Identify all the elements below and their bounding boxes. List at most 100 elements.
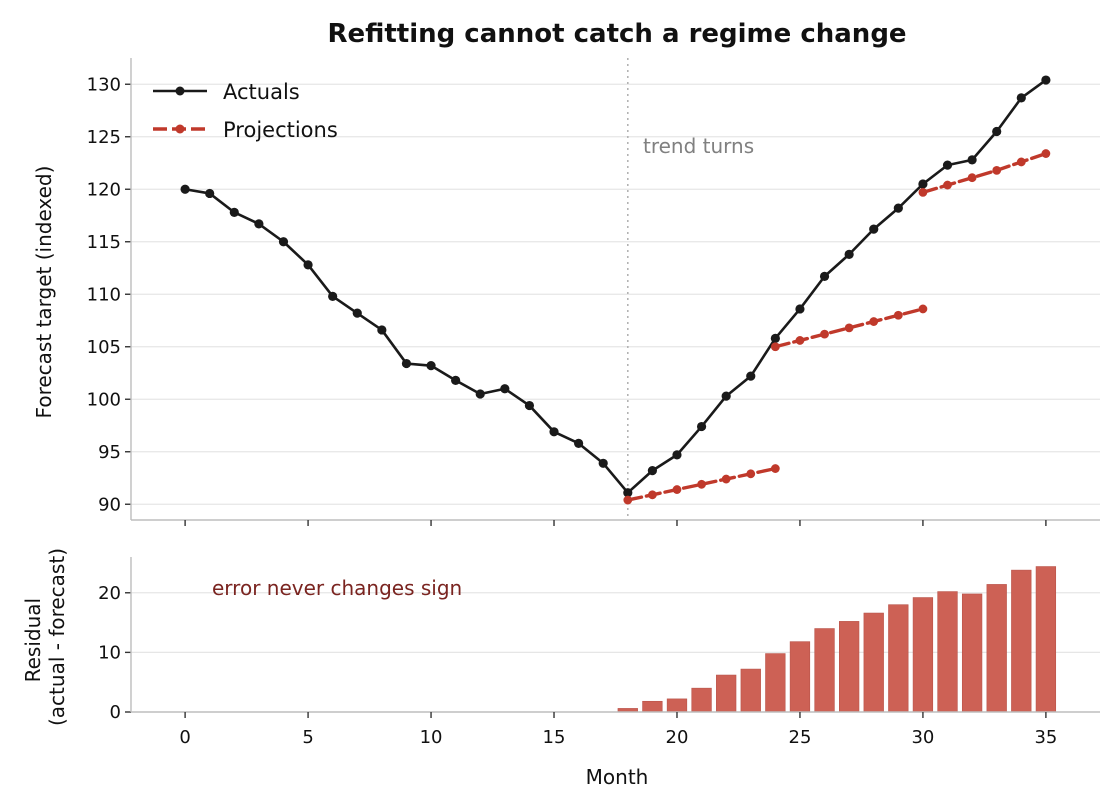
- top-y-tick-label: 130: [87, 74, 121, 95]
- top-y-tick-label: 125: [87, 127, 121, 148]
- actuals-point: [918, 179, 928, 189]
- bottom-y-tick-label: 0: [110, 702, 121, 723]
- actuals-point: [696, 421, 707, 432]
- legend-projections-marker: [175, 124, 185, 134]
- actuals-line: [184, 78, 1047, 494]
- residual-bar: [666, 698, 688, 713]
- projection-point: [967, 173, 977, 183]
- legend-actuals-marker: [175, 86, 185, 96]
- projection-point: [918, 304, 928, 314]
- projection-point: [844, 323, 854, 333]
- projection-point: [918, 188, 928, 197]
- actuals-point: [623, 488, 633, 498]
- bottom-y-axis-label-line1: Residual: [21, 598, 45, 682]
- actuals-point: [746, 371, 756, 381]
- residual-bar: [986, 584, 1007, 713]
- projection-point: [1041, 149, 1051, 158]
- bottom-y-axis-label-line2: (actual - forecast): [45, 548, 69, 726]
- actuals-point: [967, 155, 977, 165]
- actuals-point: [451, 375, 461, 385]
- x-tick-label: 15: [543, 727, 566, 748]
- bottom-y-tick-label: 10: [98, 642, 121, 663]
- residual-bars: [617, 566, 1057, 713]
- x-tick-label: 35: [1034, 727, 1057, 748]
- top-panel-grid: [131, 83, 1100, 505]
- chart-title: Refitting cannot catch a regime change: [327, 19, 906, 49]
- actuals-point: [205, 188, 215, 199]
- projection-point: [893, 310, 903, 320]
- x-tick-label: 25: [789, 727, 812, 748]
- actuals-point: [574, 438, 584, 448]
- residual-bar: [839, 621, 860, 713]
- top-y-tick-label: 115: [87, 232, 121, 253]
- bottom-y-axis-label: Residual (actual - forecast): [21, 548, 69, 726]
- bottom-y-tick-label: 20: [98, 583, 121, 604]
- actuals-point: [254, 219, 264, 229]
- projection-point: [746, 469, 756, 479]
- actuals-point: [770, 333, 780, 343]
- trend-turns-annotation: trend turns: [643, 134, 754, 158]
- actuals-point: [352, 308, 362, 318]
- actuals-point: [992, 126, 1002, 137]
- projection-point: [770, 342, 780, 352]
- residual-bar: [863, 612, 884, 713]
- actuals-point: [401, 358, 412, 369]
- projection-point: [672, 485, 682, 494]
- projection-point: [820, 329, 829, 339]
- actuals-point: [475, 389, 485, 399]
- actuals-point: [893, 203, 903, 213]
- legend-actuals-label: Actuals: [223, 80, 300, 104]
- residual-bar: [789, 641, 811, 713]
- top-y-tick-label: 90: [98, 494, 121, 515]
- actuals-point: [426, 361, 436, 371]
- residual-annotation: error never changes sign: [212, 576, 462, 600]
- residual-bar: [740, 668, 761, 713]
- actuals-point: [549, 427, 559, 437]
- actuals-point: [795, 304, 805, 314]
- residual-bar: [765, 653, 786, 713]
- actuals-point: [500, 384, 510, 394]
- residual-bar: [937, 591, 958, 713]
- actuals-point: [328, 291, 338, 301]
- actuals-point: [869, 224, 879, 234]
- x-tick-label: 30: [911, 727, 934, 748]
- projection-point: [623, 495, 633, 505]
- top-y-tick-label: 95: [98, 442, 121, 463]
- actuals-point: [672, 450, 682, 460]
- residual-bar: [814, 628, 835, 713]
- actuals-point: [819, 271, 830, 281]
- residual-bar: [716, 674, 737, 713]
- top-y-axis-label: Forecast target (indexed): [32, 166, 56, 419]
- projection-point: [697, 479, 706, 489]
- x-tick-label: 0: [179, 727, 190, 748]
- top-panel-axes: 90 95 100 105 110 115 120 125 130: [87, 58, 1100, 526]
- top-y-tick-label: 105: [87, 337, 121, 358]
- residual-bar: [642, 700, 663, 713]
- actuals-point: [229, 207, 239, 217]
- top-y-tick-label: 120: [87, 179, 121, 200]
- bottom-panel-axes: 0 10 20 0 5 10 15 20 25 30 35: [98, 557, 1100, 748]
- actuals-point: [303, 260, 313, 270]
- actuals-point: [1016, 93, 1026, 103]
- projection-point: [770, 464, 780, 473]
- actuals-point: [598, 458, 608, 468]
- legend-projections-label: Projections: [223, 118, 338, 142]
- residual-bar: [888, 604, 909, 713]
- top-y-tick-label: 110: [87, 284, 121, 305]
- top-y-tick-label: 100: [87, 389, 121, 410]
- residual-bar: [1035, 566, 1057, 713]
- actuals-point: [844, 249, 854, 259]
- x-tick-label: 5: [302, 727, 313, 748]
- top-panel-series: [180, 75, 1051, 505]
- x-tick-label: 20: [666, 727, 689, 748]
- actuals-point: [278, 237, 289, 247]
- residual-bar: [1011, 569, 1032, 713]
- x-tick-label: 10: [420, 727, 443, 748]
- projection-point: [647, 490, 657, 500]
- projection-segment-3: [921, 151, 1048, 195]
- actuals-point: [942, 160, 953, 170]
- residual-bar: [912, 597, 934, 713]
- projection-point: [795, 336, 805, 345]
